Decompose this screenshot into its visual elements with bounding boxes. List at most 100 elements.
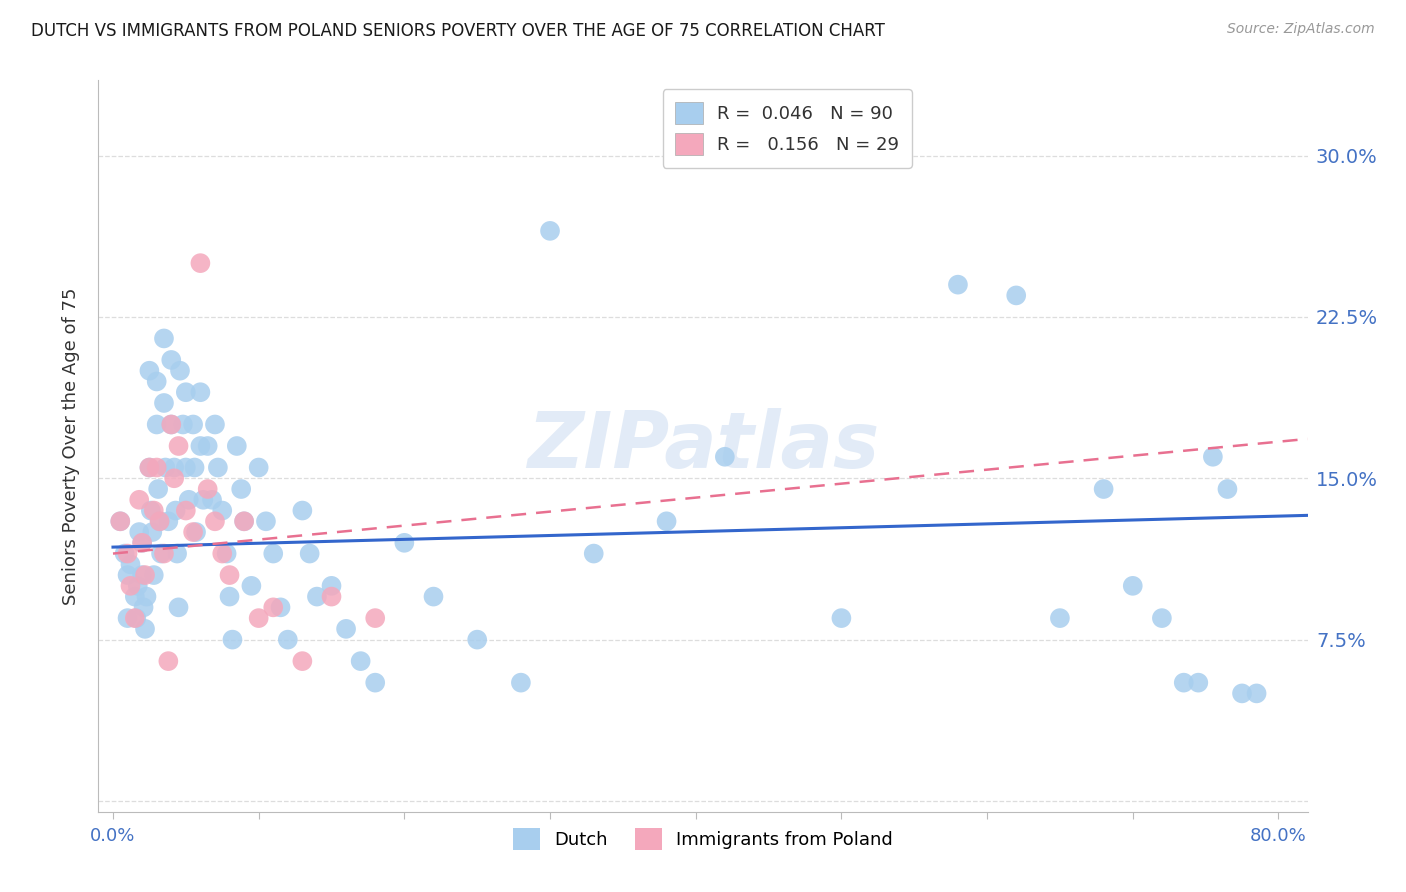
Point — [174, 385, 197, 400]
Point — [128, 492, 150, 507]
Point — [165, 503, 187, 517]
Point — [163, 460, 186, 475]
Point — [509, 675, 531, 690]
Point — [305, 590, 328, 604]
Point — [167, 600, 190, 615]
Text: DUTCH VS IMMIGRANTS FROM POLAND SENIORS POVERTY OVER THE AGE OF 75 CORRELATION C: DUTCH VS IMMIGRANTS FROM POLAND SENIORS … — [31, 22, 884, 40]
Point — [160, 417, 183, 432]
Point — [120, 558, 142, 572]
Point — [157, 654, 180, 668]
Point — [174, 503, 197, 517]
Point — [582, 547, 605, 561]
Point — [204, 417, 226, 432]
Point — [135, 590, 157, 604]
Point — [138, 460, 160, 475]
Point — [1187, 675, 1209, 690]
Point — [114, 547, 136, 561]
Point — [190, 439, 212, 453]
Point — [1216, 482, 1239, 496]
Point — [190, 385, 212, 400]
Point — [233, 514, 256, 528]
Point — [110, 514, 132, 528]
Point — [394, 536, 416, 550]
Point — [1092, 482, 1115, 496]
Point — [149, 514, 172, 528]
Point — [247, 460, 270, 475]
Point — [211, 547, 233, 561]
Point — [131, 536, 153, 550]
Point — [254, 514, 277, 528]
Point — [291, 503, 314, 517]
Point — [142, 568, 165, 582]
Point — [207, 460, 229, 475]
Point — [146, 482, 169, 496]
Point — [538, 224, 561, 238]
Point — [145, 460, 167, 475]
Point — [127, 579, 149, 593]
Point — [1246, 686, 1268, 700]
Point — [125, 611, 148, 625]
Point — [262, 600, 284, 615]
Point — [714, 450, 737, 464]
Point — [221, 632, 243, 647]
Point — [169, 364, 191, 378]
Point — [218, 568, 240, 582]
Point — [335, 622, 357, 636]
Point — [181, 524, 204, 539]
Point — [231, 482, 253, 496]
Point — [117, 568, 139, 582]
Point — [174, 460, 197, 475]
Point — [197, 439, 219, 453]
Point — [1202, 450, 1225, 464]
Legend: Dutch, Immigrants from Poland: Dutch, Immigrants from Poland — [502, 817, 904, 861]
Point — [153, 396, 176, 410]
Point — [1005, 288, 1028, 302]
Point — [153, 331, 176, 345]
Point — [197, 482, 219, 496]
Point — [215, 547, 238, 561]
Point — [181, 417, 204, 432]
Point — [364, 675, 387, 690]
Point — [155, 460, 177, 475]
Point — [145, 375, 167, 389]
Y-axis label: Seniors Poverty Over the Age of 75: Seniors Poverty Over the Age of 75 — [62, 287, 80, 605]
Point — [321, 590, 343, 604]
Point — [233, 514, 256, 528]
Point — [166, 547, 188, 561]
Point — [117, 547, 139, 561]
Point — [142, 503, 165, 517]
Point — [291, 654, 314, 668]
Point — [1173, 675, 1195, 690]
Point — [138, 364, 160, 378]
Point — [277, 632, 299, 647]
Point — [132, 600, 155, 615]
Text: ZIPatlas: ZIPatlas — [527, 408, 879, 484]
Point — [131, 568, 153, 582]
Point — [190, 256, 212, 270]
Point — [128, 524, 150, 539]
Point — [120, 579, 142, 593]
Point — [139, 503, 162, 517]
Point — [167, 439, 190, 453]
Point — [131, 536, 153, 550]
Point — [183, 460, 205, 475]
Point — [160, 417, 183, 432]
Point — [218, 590, 240, 604]
Point — [184, 524, 207, 539]
Point — [298, 547, 321, 561]
Point — [160, 353, 183, 368]
Point — [946, 277, 969, 292]
Point — [465, 632, 488, 647]
Point — [177, 492, 200, 507]
Point — [134, 622, 156, 636]
Point — [350, 654, 373, 668]
Point — [211, 503, 233, 517]
Point — [247, 611, 270, 625]
Point — [204, 514, 226, 528]
Point — [270, 600, 292, 615]
Point — [124, 590, 146, 604]
Point — [150, 547, 173, 561]
Point — [1122, 579, 1144, 593]
Point — [240, 579, 263, 593]
Point — [141, 524, 163, 539]
